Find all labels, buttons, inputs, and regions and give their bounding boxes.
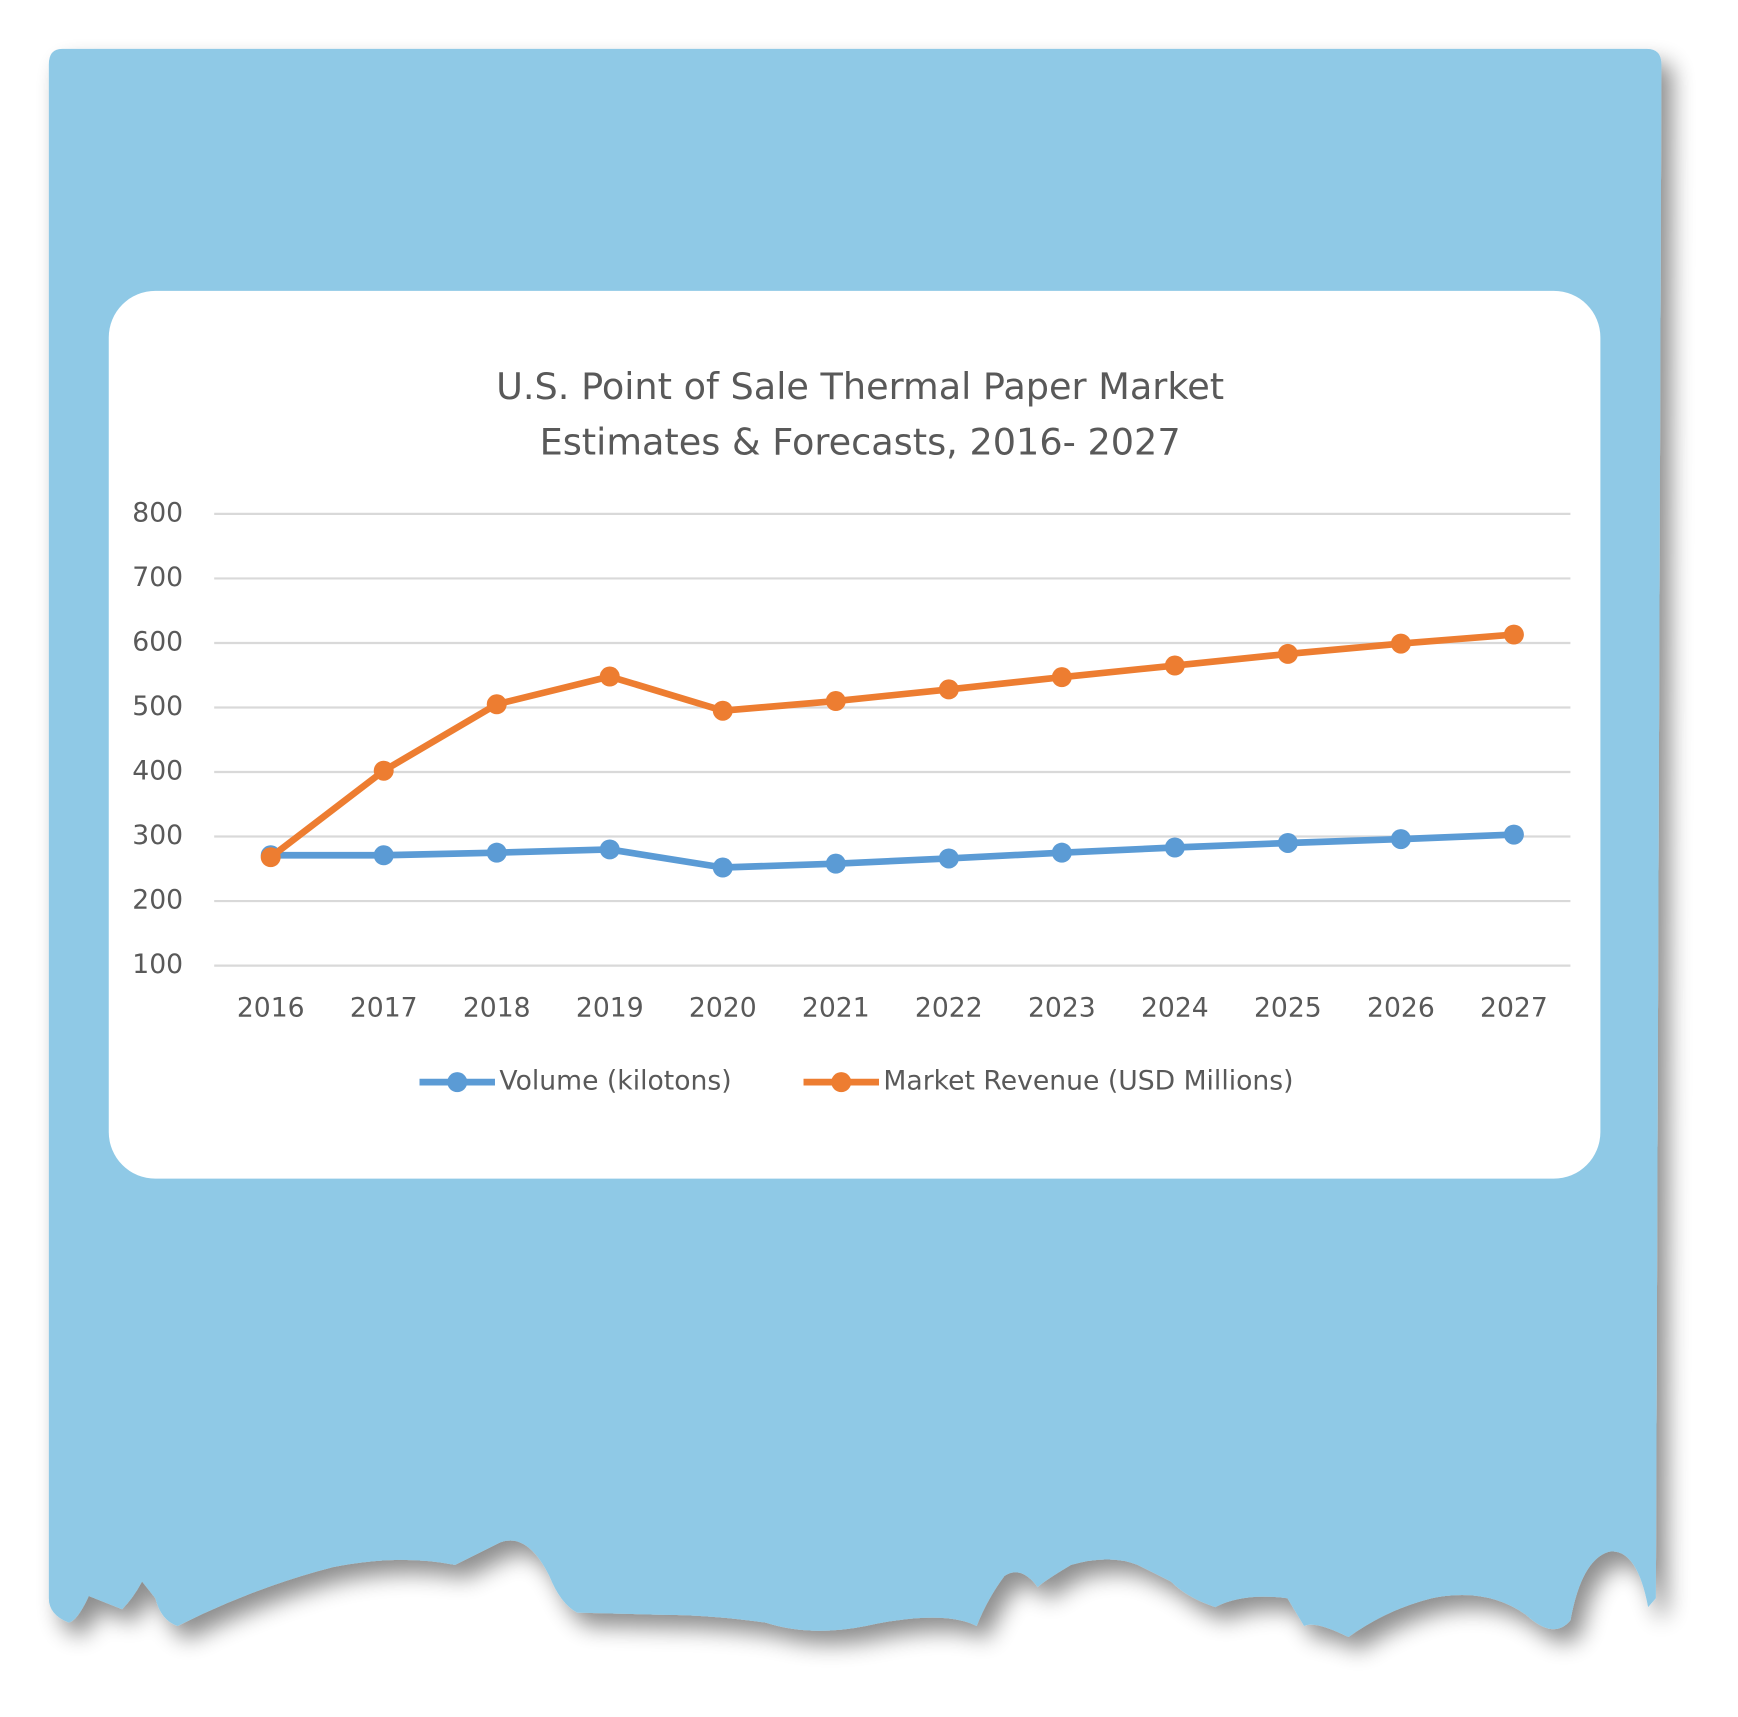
legend-label: Market Revenue (USD Millions)	[883, 1066, 1293, 1097]
x-tick-label: 2027	[1480, 992, 1548, 1023]
x-tick-label: 2024	[1141, 992, 1209, 1023]
data-point	[1277, 833, 1298, 853]
chart-subtitle: Estimates & Forecasts, 2016- 2027	[540, 420, 1181, 463]
y-tick-label: 300	[132, 820, 183, 851]
data-point	[486, 694, 507, 715]
y-tick-label: 600	[132, 626, 183, 657]
data-point	[1051, 667, 1072, 688]
data-point	[938, 848, 959, 869]
data-point	[373, 760, 394, 781]
data-point	[712, 857, 733, 878]
data-point	[260, 847, 281, 868]
data-point	[1164, 655, 1185, 676]
data-point	[825, 853, 846, 874]
legend-marker	[447, 1072, 468, 1093]
y-tick-label: 100	[132, 949, 183, 980]
data-point	[1390, 633, 1411, 654]
data-point	[599, 666, 620, 687]
x-tick-label: 2026	[1367, 992, 1435, 1023]
data-point	[1390, 829, 1411, 850]
y-tick-label: 700	[132, 562, 183, 593]
x-tick-label: 2022	[915, 992, 983, 1023]
x-tick-label: 2023	[1028, 992, 1096, 1023]
series-line	[268, 631, 1515, 860]
data-point	[938, 679, 959, 700]
data-point	[712, 700, 733, 721]
legend-marker	[831, 1072, 852, 1093]
data-point	[1503, 624, 1524, 645]
chart-title: U.S. Point of Sale Thermal Paper Market	[496, 365, 1224, 408]
x-tick-label: 2018	[463, 992, 531, 1023]
series-line	[270, 831, 1515, 871]
data-point	[1051, 842, 1072, 863]
y-tick-label: 400	[132, 756, 183, 787]
x-tick-label: 2021	[802, 992, 870, 1023]
data-point	[825, 691, 846, 712]
data-point	[1164, 837, 1185, 858]
data-point	[373, 845, 394, 866]
data-point	[486, 842, 507, 863]
y-tick-label: 200	[132, 885, 183, 916]
x-tick-label: 2020	[689, 992, 757, 1023]
y-tick-label: 800	[132, 497, 183, 528]
x-tick-label: 2017	[350, 992, 418, 1023]
y-tick-label: 500	[132, 691, 183, 722]
data-point	[1277, 643, 1298, 664]
legend-label: Volume (kilotons)	[499, 1066, 731, 1097]
x-tick-label: 2016	[237, 992, 305, 1023]
x-tick-label: 2025	[1254, 992, 1322, 1023]
data-point	[599, 839, 620, 860]
data-point	[1503, 824, 1524, 845]
x-tick-label: 2019	[576, 992, 644, 1023]
